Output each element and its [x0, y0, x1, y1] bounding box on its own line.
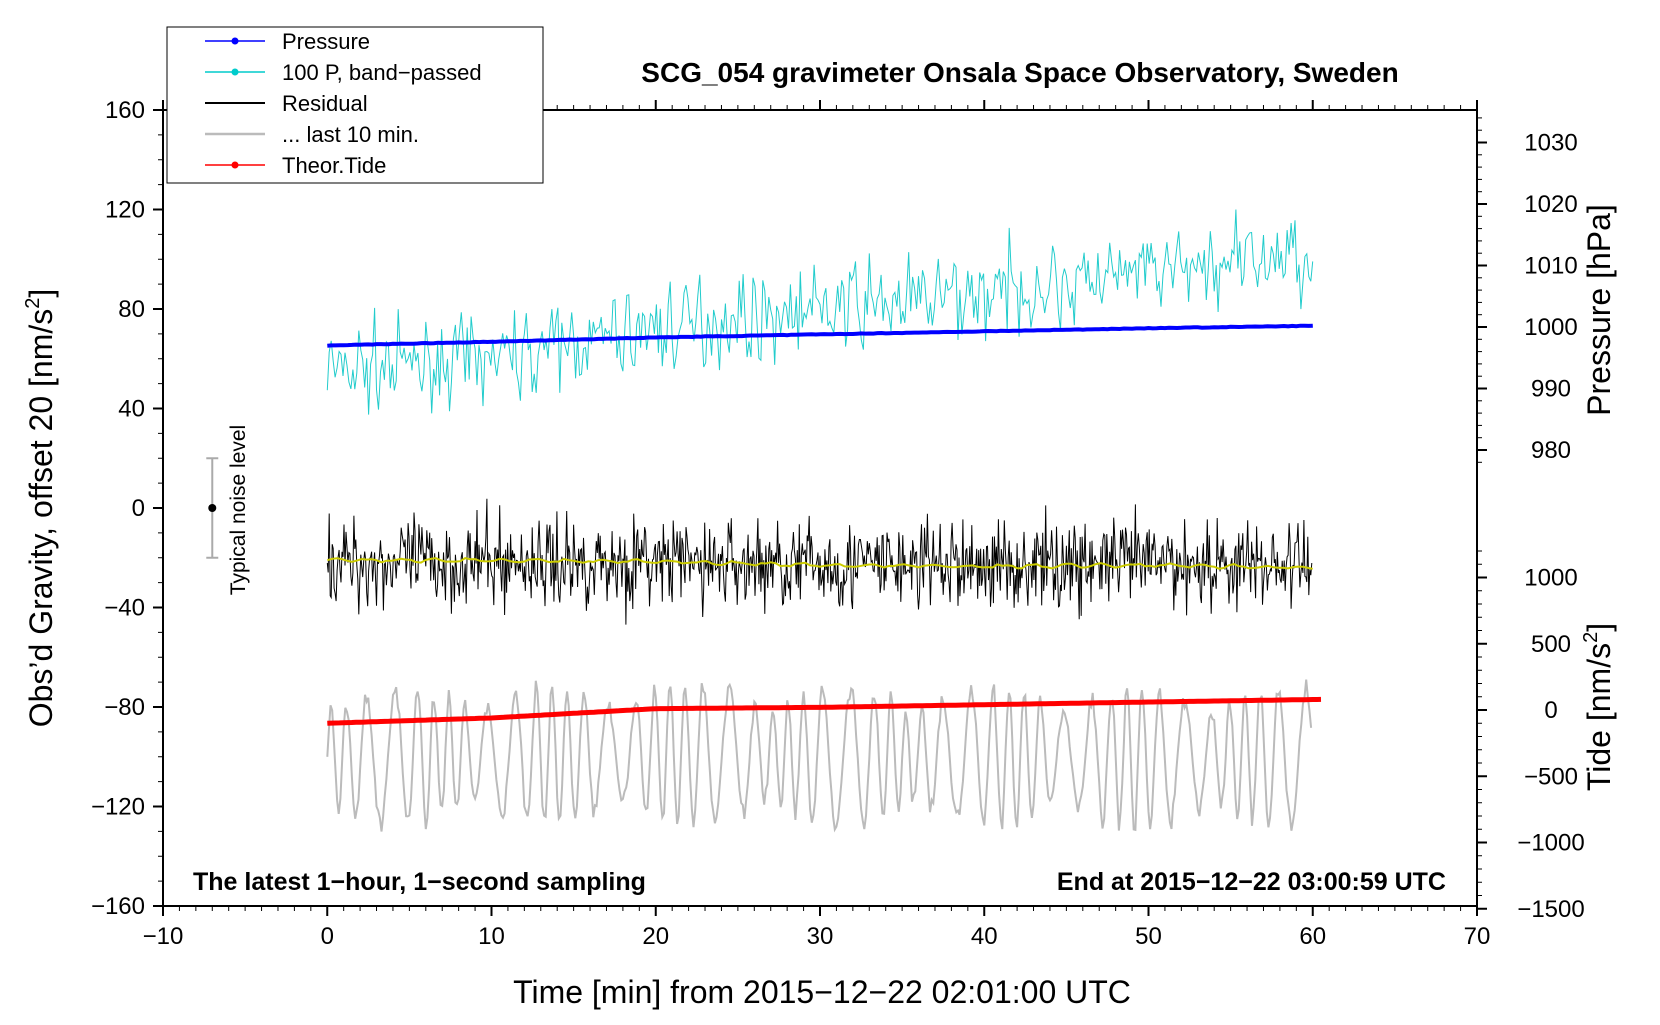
y-axis-left-label-end: ] [23, 289, 59, 298]
series-band-passed-pressure [326, 209, 1314, 415]
x-tick-label: 60 [1299, 923, 1326, 950]
legend-label: Theor.Tide [282, 153, 386, 178]
y-axis-pressure-label: Pressure [hPa] [1581, 204, 1617, 416]
legend-label: Pressure [282, 29, 370, 54]
series-pressure [327, 323, 1313, 348]
legend-label: ... last 10 min. [282, 122, 419, 147]
noise-level-bar [206, 457, 219, 559]
chart-title: SCG_054 gravimeter Onsala Space Observat… [641, 57, 1398, 88]
y-axis-tide-label-end: ] [1581, 623, 1617, 632]
x-tick-label: −10 [143, 923, 184, 950]
x-tick-label: 70 [1464, 923, 1491, 950]
tide-tick-label: −500 [1524, 763, 1578, 790]
annotation-right: End at 2015−12−22 03:00:59 UTC [1057, 868, 1446, 896]
pressure-tick-label: 1020 [1524, 191, 1577, 218]
x-tick-label: 10 [478, 923, 505, 950]
x-tick-label: 50 [1135, 923, 1162, 950]
y-axis-left-label-text: Obs’d Gravity, offset 20 [nm/s [23, 309, 59, 728]
legend-label: 100 P, band−passed [282, 60, 482, 85]
legend-box [166, 26, 544, 184]
y-axis-tide: 1000 500 0 −500 −1000 −1500 [1477, 550, 1585, 923]
y-tick-label-left: −160 [91, 893, 145, 920]
tide-tick-label: −1000 [1517, 830, 1584, 857]
x-tick-label: 0 [321, 923, 334, 950]
y-axis-pressure: 1030 1020 1010 1000 990 980 [1477, 117, 1578, 464]
y-tick-label-left: 120 [105, 197, 145, 224]
tide-tick-label: −1500 [1517, 896, 1584, 923]
annotation-left: The latest 1−hour, 1−second sampling [193, 868, 646, 896]
legend-label: Residual [282, 91, 368, 116]
pressure-tick-label: 980 [1531, 437, 1571, 464]
series-layer [326, 209, 1322, 833]
y-axis-left-label: Obs’d Gravity, offset 20 [nm/s2] [22, 289, 59, 728]
x-tick-label: 30 [807, 923, 834, 950]
tide-tick-label: 0 [1544, 697, 1557, 724]
legend-marker [231, 68, 239, 76]
tide-tick-label: 500 [1531, 631, 1571, 658]
y-axis-left-label-sup: 2 [22, 298, 44, 309]
legend-marker [231, 161, 239, 169]
pressure-tick-label: 990 [1531, 376, 1571, 403]
y-tick-label-left: 80 [118, 296, 145, 323]
x-axis: −10 0 10 20 30 40 50 60 70 [143, 100, 1491, 950]
pressure-tick-label: 1000 [1524, 314, 1577, 341]
y-tick-label-left: 40 [118, 396, 145, 423]
y-axis-tide-label-sup: 2 [1580, 632, 1602, 643]
y-tick-label-left: 160 [105, 97, 145, 124]
series-theoretical-tide [327, 696, 1322, 726]
x-axis-label: Time [min] from 2015−12−22 02:01:00 UTC [513, 974, 1131, 1010]
legend: Pressure 100 P, band−passed Residual ... la… [166, 26, 544, 184]
series-residual-smoothed [327, 557, 1313, 570]
y-tick-label-left: −80 [104, 694, 145, 721]
series-residual [326, 498, 1313, 625]
pressure-tick-label: 1030 [1524, 130, 1577, 157]
tide-tick-label: 1000 [1524, 565, 1577, 592]
y-tick-label-left: −40 [104, 595, 145, 622]
legend-marker [231, 37, 239, 45]
y-axis-tide-label-text: Tide [nm/s [1581, 643, 1617, 791]
x-tick-label: 20 [642, 923, 669, 950]
pressure-tick-label: 1010 [1524, 253, 1577, 280]
noise-bar-dot [208, 504, 217, 512]
y-tick-label-left: 0 [132, 495, 145, 522]
y-axis-left: 160 120 80 40 0 −40 −80 −120 −160 [91, 97, 163, 920]
x-tick-label: 40 [971, 923, 998, 950]
y-axis-tide-label: Tide [nm/s2] [1580, 623, 1617, 791]
series-last-10-min [326, 679, 1313, 833]
y-tick-label-left: −120 [91, 794, 145, 821]
noise-level-label: Typical noise level [227, 425, 250, 595]
